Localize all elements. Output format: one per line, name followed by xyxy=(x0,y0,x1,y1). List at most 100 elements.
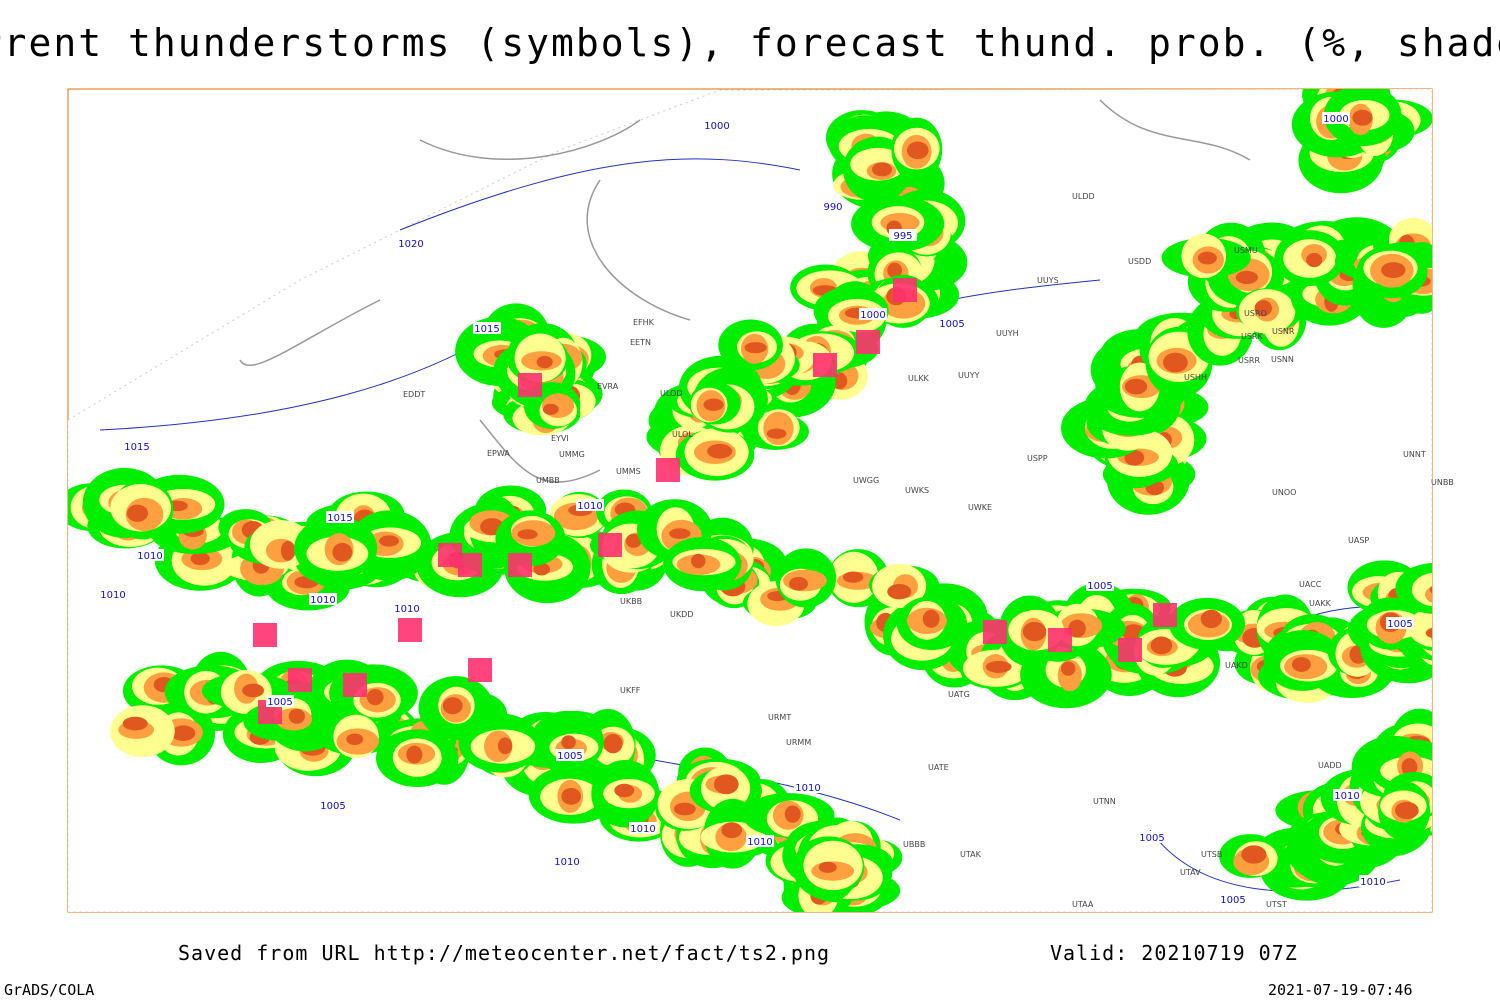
isobar-label-bg xyxy=(136,549,164,561)
shade-blob xyxy=(1395,562,1432,614)
shade-blob xyxy=(1394,801,1419,820)
shade-blob xyxy=(406,745,423,764)
isobar-label: 1010 xyxy=(577,501,602,512)
shade-blob xyxy=(707,443,733,459)
isobar-label: 1020 xyxy=(398,239,423,250)
station-label: USDD xyxy=(1128,257,1151,266)
station-label: UKBB xyxy=(620,597,642,606)
station-label: UWKS xyxy=(905,486,929,495)
shade-blob xyxy=(1022,621,1047,642)
shade-blob xyxy=(517,529,538,540)
isobar-label: 1005 xyxy=(267,697,292,708)
station-label: URMT xyxy=(768,713,791,722)
isobar-label: 1015 xyxy=(124,442,149,453)
shade-blob xyxy=(887,583,912,600)
station-label: USPP xyxy=(1027,454,1048,463)
station-label: UATE xyxy=(928,763,949,772)
isobar-label: 990 xyxy=(823,202,842,213)
isobar-label-bg xyxy=(819,200,847,212)
storm-symbol xyxy=(288,668,312,692)
shade-blob xyxy=(1435,601,1450,620)
isobar-label-bg xyxy=(576,499,604,511)
shade-blob xyxy=(1429,629,1432,640)
station-label: EPWA xyxy=(487,449,510,458)
isobar-label: 1000 xyxy=(860,310,885,321)
shade-blob xyxy=(872,162,893,177)
shade-blob xyxy=(1068,619,1086,638)
shade-blob xyxy=(603,733,623,754)
isobar-label: 1015 xyxy=(474,324,499,335)
station-label: UNNT xyxy=(1403,450,1426,459)
shade-blob xyxy=(561,787,581,805)
isobar-label: 1000 xyxy=(704,121,729,132)
station-label: USRR xyxy=(1238,356,1260,365)
station-label: UBBB xyxy=(903,840,925,849)
shade-blob xyxy=(721,822,743,839)
shade-blob xyxy=(788,576,809,591)
storm-symbol xyxy=(856,330,880,354)
shade-blob xyxy=(1431,628,1432,636)
storm-symbol xyxy=(253,623,277,647)
shade-blob xyxy=(442,697,463,715)
shade-blob xyxy=(190,552,210,566)
isobar-label: 1010 xyxy=(1360,877,1385,888)
shade-blob xyxy=(703,398,724,411)
shade-blob xyxy=(922,609,940,628)
shade-blob xyxy=(1381,262,1406,279)
source-url: Saved from URL http://meteocenter.net/fa… xyxy=(178,941,830,965)
shade-blob xyxy=(1061,661,1076,676)
shade-blob xyxy=(242,683,265,698)
valid-time: Valid: 20210719 07Z xyxy=(1050,941,1298,965)
station-label: UNOO xyxy=(1272,488,1296,497)
station-label: USNR xyxy=(1272,327,1295,336)
isobar-label-bg xyxy=(1219,893,1247,905)
shade-blob xyxy=(744,342,767,354)
station-label: UUYS xyxy=(1037,276,1059,285)
isobar-label-bg xyxy=(473,322,501,334)
isobar-label: 995 xyxy=(893,231,912,242)
storm-symbol xyxy=(893,278,917,302)
isobar-label-bg xyxy=(859,308,887,320)
map-area xyxy=(68,89,1450,912)
station-label: USNN xyxy=(1271,355,1294,364)
storm-symbol xyxy=(398,618,422,642)
storm-symbol xyxy=(983,620,1007,644)
storm-symbol xyxy=(508,553,532,577)
station-label: URMM xyxy=(786,738,811,747)
probability-shading xyxy=(68,89,1450,912)
station-label: EFHK xyxy=(633,318,655,327)
isobar-label: 1000 xyxy=(1323,114,1348,125)
isobar-label: 1005 xyxy=(1220,895,1245,906)
isobar-label: 1005 xyxy=(1139,833,1164,844)
station-label: UWKE xyxy=(968,503,992,512)
shade-blob xyxy=(1254,300,1272,317)
isobar-label-bg xyxy=(123,440,151,452)
shade-blob xyxy=(171,725,196,742)
shade-blob xyxy=(1124,378,1148,395)
station-label: UACC xyxy=(1299,580,1322,589)
map-labels: 1000 990 995 1000 1005 1020 1015 1015 1015 1010 10… xyxy=(99,112,1454,909)
shade-blob xyxy=(1401,758,1418,776)
storm-symbol xyxy=(656,458,680,482)
shade-blob xyxy=(625,533,642,548)
isobar-label: 1005 xyxy=(939,319,964,330)
timestamp: 2021-07-19-07:46 xyxy=(1268,981,1413,999)
shade-blob xyxy=(126,504,149,522)
isobar-label: 1010 xyxy=(554,857,579,868)
thunderstorm-symbols xyxy=(253,278,1177,724)
shade-blob xyxy=(691,553,706,569)
shade-blob xyxy=(332,542,353,562)
shade-blob xyxy=(122,716,148,731)
isobar-label-bg xyxy=(1333,789,1361,801)
isobar-label-bg xyxy=(397,237,425,249)
shade-blob xyxy=(346,733,364,746)
isobar-label-bg xyxy=(99,588,127,600)
shade-blob xyxy=(497,737,513,755)
shade-blob xyxy=(1200,609,1222,629)
shade-blob xyxy=(533,562,551,576)
shade-blob xyxy=(784,805,801,823)
shade-blob xyxy=(1430,627,1432,642)
isobar-label: 1005 xyxy=(557,751,582,762)
isobar-label-bg xyxy=(319,799,347,811)
